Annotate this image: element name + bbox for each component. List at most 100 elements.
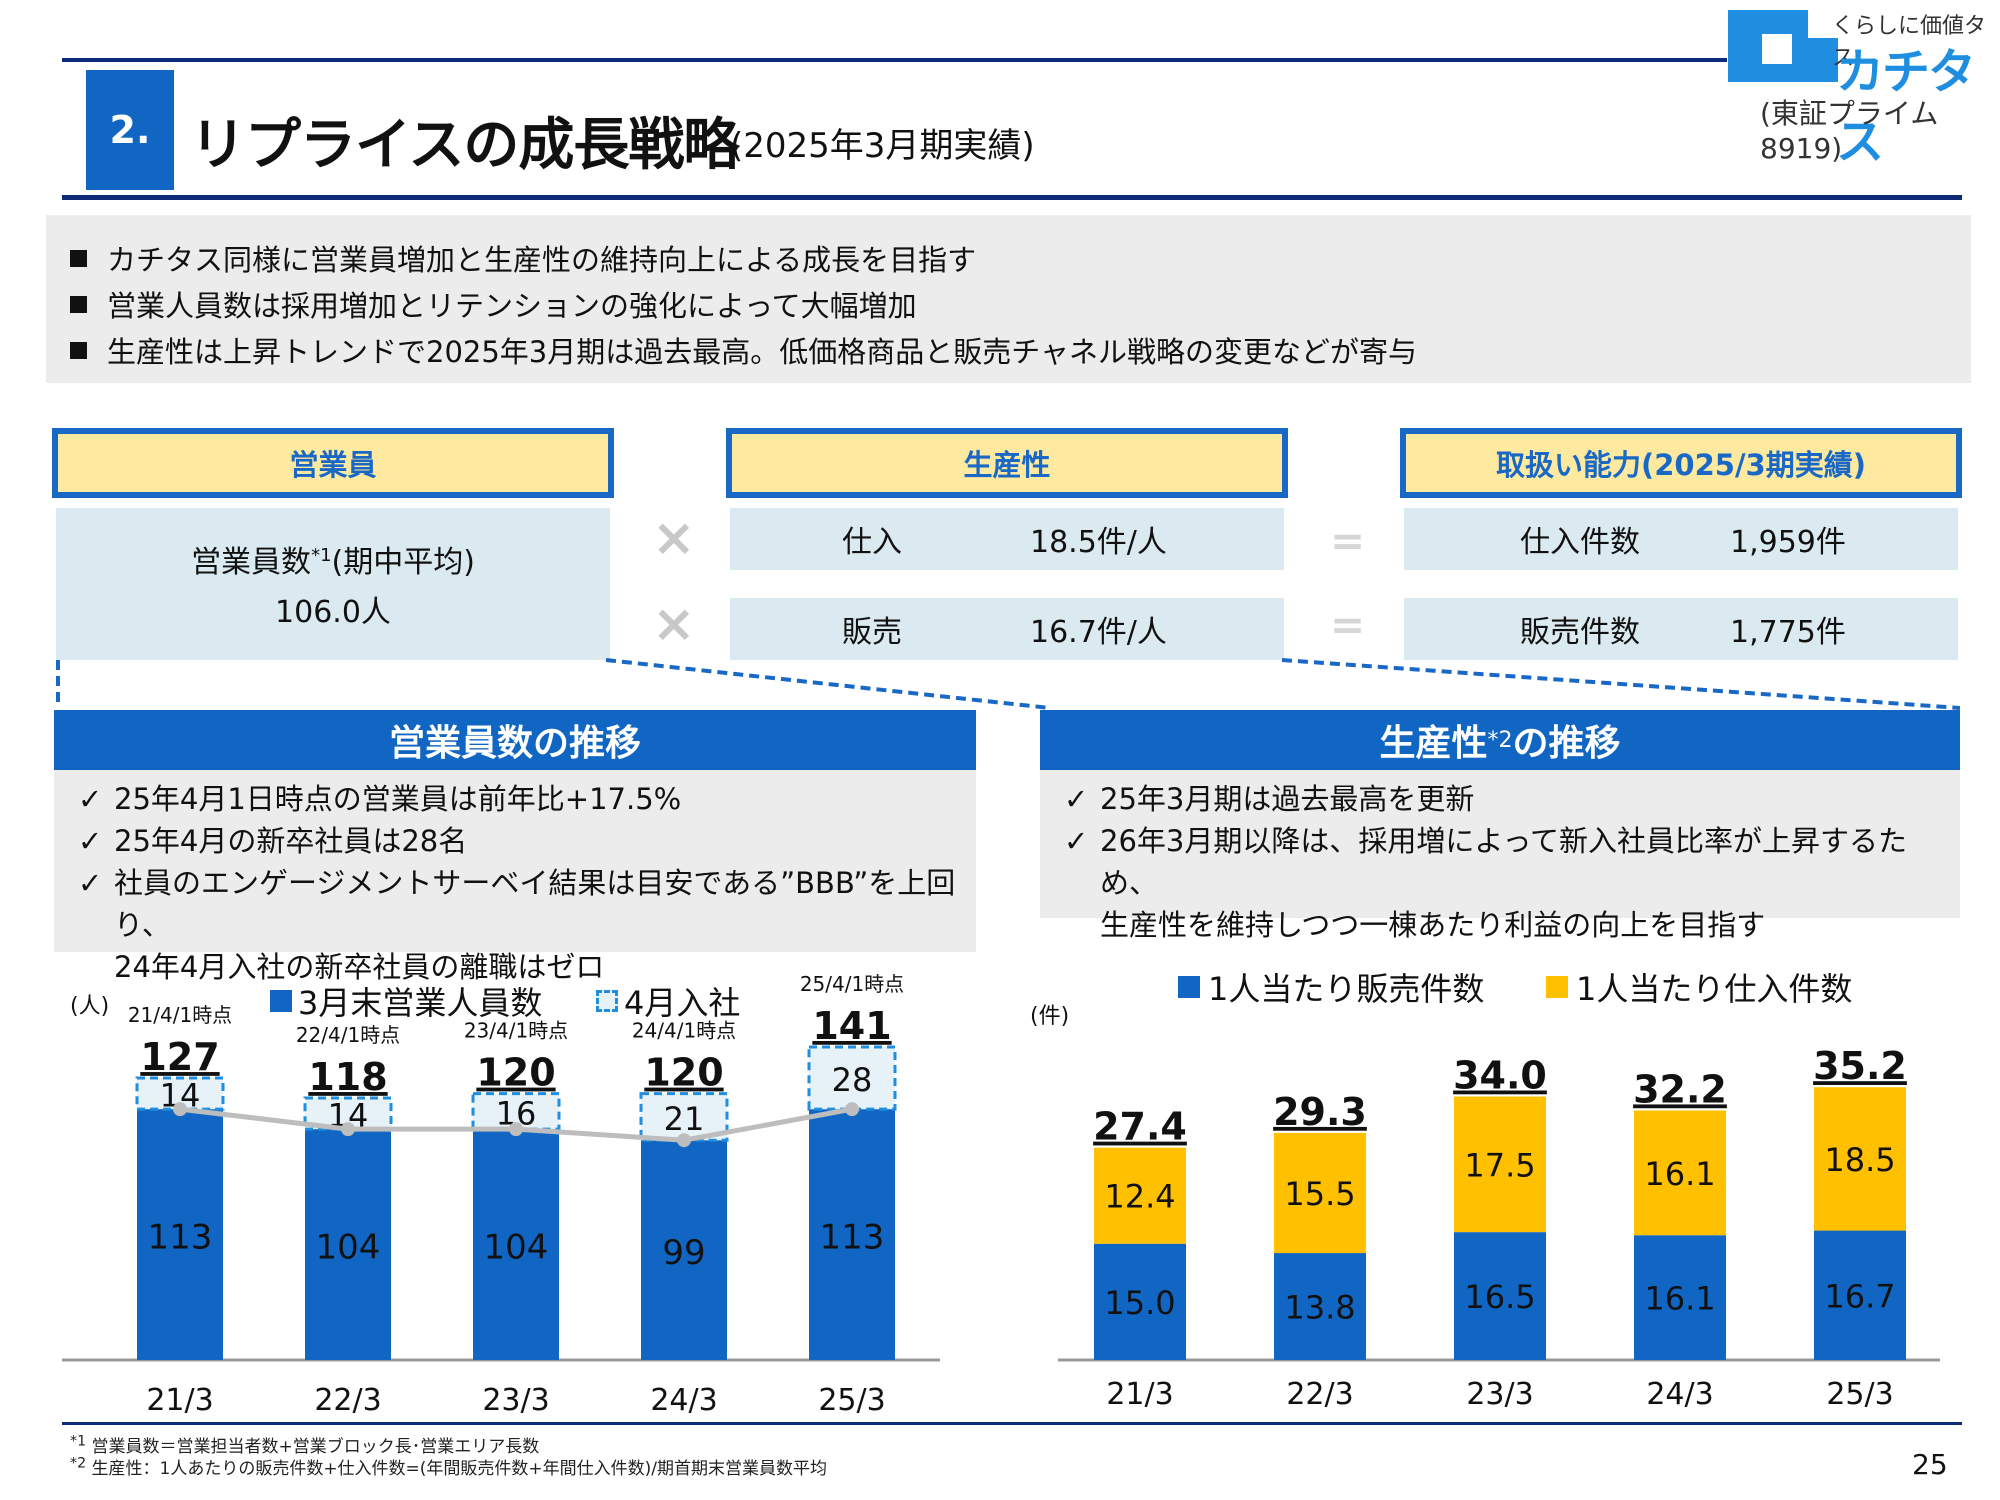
bar-march-staff [305, 1129, 391, 1360]
summary-bullet: 生産性は上昇トレンドで2025年3月期は過去最高。低価格商品と販売チャネル戦略の… [70, 327, 1971, 373]
bar-value-label: 16.1 [1644, 1155, 1715, 1193]
x-tick-label: 22/3 [1286, 1377, 1353, 1412]
right-chart-unit: (件) [1030, 1004, 1070, 1029]
right-chart-legend-2: 1人当たり仕入件数 [1546, 964, 1852, 1010]
bar-value-label: 15.5 [1284, 1175, 1355, 1213]
left-chart-unit: (人) [70, 994, 110, 1019]
bar-march-staff [809, 1109, 895, 1360]
total-label: 29.3 [1273, 1090, 1367, 1134]
productivity-chart: 15.0 12.4 27.4 21/3 13.8 15.5 29.3 22/3 16.5 17.5… [1058, 1044, 1940, 1412]
summary-bullet: カチタス同様に営業員増加と生産性の維持向上による成長を目指す [70, 235, 1971, 281]
bar-value-label: 17.5 [1464, 1146, 1535, 1184]
capacity-header: 取扱い能力(2025/3期実績) [1400, 428, 1962, 498]
staff-chart: 1131412721/4/1時点21/31041411822/4/1時点22/3… [62, 972, 940, 1418]
list-item: ✓ 25年3月期は過去最高を更新 [1064, 778, 1960, 820]
trend-point [341, 1122, 355, 1137]
logo-tagline: くらしに価値タス [1832, 14, 1987, 71]
bar-sales-per-person [1814, 1230, 1906, 1360]
left-section-body: ✓ 25年4月1日時点の営業員は前年比+17.5% ✓ 25年4月の新卒社員は28名… [54, 770, 976, 984]
x-tick-label: 24/3 [1646, 1377, 1713, 1412]
staff-header: 営業員 [52, 428, 614, 498]
footnote-2: *2 生産性：1人あたりの販売件数+仕入件数=(年間販売件数+年間仕入件数)/期… [70, 1455, 828, 1479]
bar-purchase-per-person [1814, 1087, 1906, 1231]
summary-box: カチタス同様に営業員増加と生産性の維持向上による成長を目指す 営業人員数は採用増… [46, 215, 1971, 383]
x-tick-label: 22/3 [314, 1383, 381, 1418]
list-item: ✓ 26年3月期以降は、採用増によって新入社員比率が上昇するため、 [1064, 820, 1960, 904]
legend-swatch [1546, 976, 1568, 998]
bar-value-label: 113 [148, 1218, 213, 1258]
check-icon: ✓ [1064, 824, 1089, 858]
date-label: 25/4/1時点 [800, 972, 904, 996]
legend-swatch [596, 990, 618, 1012]
header-bottom-rule [62, 195, 1962, 200]
left-chart-legend-2: 4月入社 [596, 978, 740, 1024]
list-item: ✓ 25年4月の新卒社員は28名 [78, 820, 976, 862]
footnote-1: *1 営業員数＝営業担当者数+営業ブロック長･営業エリア長数 [70, 1433, 540, 1457]
total-label: 27.4 [1093, 1105, 1187, 1149]
bar-value-label: 21 [664, 1100, 705, 1138]
date-label: 23/4/1時点 [464, 1019, 568, 1043]
x-tick-label: 24/3 [650, 1383, 717, 1418]
purchase-count-cell: 仕入件数 1,959件 [1404, 508, 1958, 570]
x-tick-label: 25/3 [818, 1383, 885, 1418]
footer-rule [62, 1422, 1962, 1425]
logo-listing: (東証プライム8919) [1760, 97, 1939, 165]
equals-icon: = [1330, 600, 1366, 649]
total-label: 34.0 [1453, 1054, 1547, 1098]
page-number: 25 [1912, 1448, 1948, 1481]
legend-swatch [270, 990, 292, 1012]
x-tick-label: 21/3 [1106, 1377, 1173, 1412]
trend-point [677, 1133, 691, 1148]
productivity-header: 生産性 [726, 428, 1288, 498]
header-top-rule [62, 58, 1727, 62]
check-icon: ✓ [78, 824, 103, 858]
bar-april-hires [807, 1045, 897, 1111]
total-label: 118 [308, 1055, 387, 1099]
bar-sales-per-person [1274, 1253, 1366, 1360]
staff-cell: 営業員数*1(期中平均) 106.0人 [56, 508, 610, 660]
total-label: 35.2 [1813, 1044, 1907, 1088]
logo-icon-inner [1762, 34, 1792, 64]
right-chart-legend-1: 1人当たり販売件数 [1178, 964, 1484, 1010]
page-title: リプライスの成長戦略 [190, 113, 739, 178]
bar-value-label: 104 [316, 1228, 381, 1268]
sales-cell: 販売 16.7件/人 [730, 598, 1284, 660]
summary-bullet: 営業人員数は採用増加とリテンションの強化によって大幅増加 [70, 281, 1971, 327]
bar-purchase-per-person [1274, 1132, 1366, 1254]
bar-value-label: 18.5 [1824, 1141, 1895, 1179]
list-item: 24年4月入社の新卒社員の離職はゼロ [114, 950, 605, 984]
sales-count-cell: 販売件数 1,775件 [1404, 598, 1958, 660]
square-bullet-icon [70, 249, 87, 267]
legend-swatch [1178, 976, 1200, 998]
bar-value-label: 16.5 [1464, 1278, 1535, 1316]
date-label: 24/4/1時点 [632, 1019, 736, 1043]
x-tick-label: 25/3 [1826, 1377, 1893, 1412]
trend-point [845, 1102, 859, 1117]
date-label: 22/4/1時点 [296, 1023, 400, 1047]
check-icon: ✓ [78, 866, 103, 900]
x-tick-label: 21/3 [146, 1383, 213, 1418]
bar-value-label: 16.1 [1644, 1280, 1715, 1318]
bar-value-label: 99 [662, 1233, 705, 1273]
bar-value-label: 28 [832, 1061, 873, 1099]
trend-point [173, 1102, 187, 1117]
list-item: 生産性を維持しつつ一棟あたり利益の向上を目指す [1100, 908, 1766, 942]
bar-value-label: 13.8 [1284, 1289, 1355, 1327]
trend-point [509, 1122, 523, 1137]
square-bullet-icon [70, 341, 87, 359]
bar-march-staff [137, 1109, 223, 1360]
bar-march-staff [473, 1129, 559, 1360]
bar-march-staff [641, 1140, 727, 1360]
bar-sales-per-person [1634, 1235, 1726, 1360]
bar-value-label: 113 [820, 1218, 885, 1258]
purchase-cell: 仕入 18.5件/人 [730, 508, 1284, 570]
times-icon: × [652, 594, 696, 654]
staff-value: 106.0人 [275, 595, 391, 630]
left-section-title: 営業員数の推移 [54, 710, 976, 770]
equals-icon: = [1330, 516, 1366, 565]
bar-value-label: 16.7 [1824, 1277, 1895, 1315]
list-item: ✓ 25年4月1日時点の営業員は前年比+17.5% [78, 778, 976, 820]
logo-icon-cut [1808, 10, 1838, 38]
right-section-body: ✓ 25年3月期は過去最高を更新 ✓ 26年3月期以降は、採用増によって新入社員比率… [1040, 770, 1960, 942]
total-label: 127 [140, 1035, 219, 1079]
